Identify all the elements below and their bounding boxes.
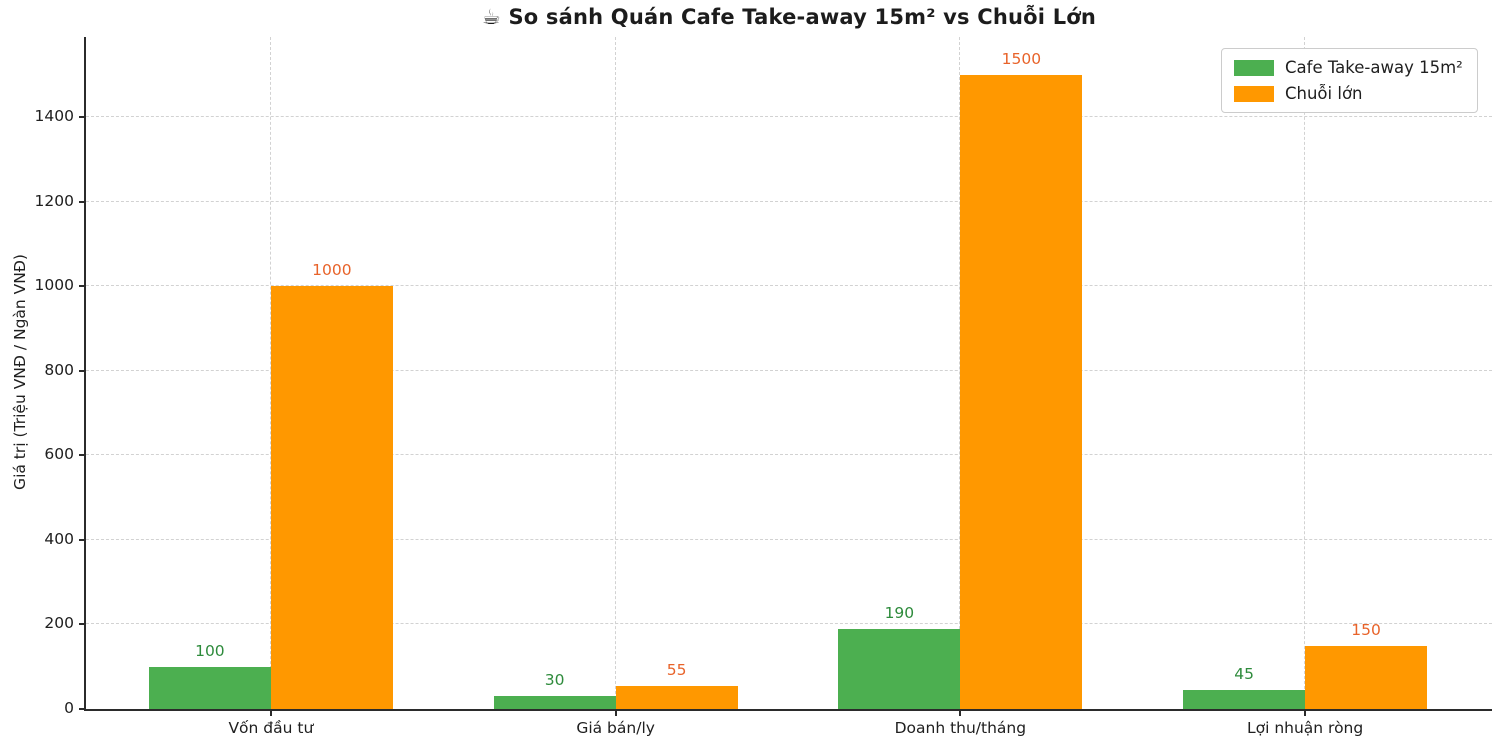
legend-swatch-icon — [1234, 85, 1274, 102]
bar-value-label: 1500 — [1001, 49, 1042, 68]
bar-chain-2 — [960, 74, 1083, 709]
x-tick-label: Doanh thu/tháng — [894, 719, 1027, 737]
bar-value-label: 30 — [544, 671, 565, 690]
y-tick-label: 1000 — [34, 276, 74, 295]
y-tick-label: 1200 — [34, 191, 74, 210]
legend-label: Chuỗi lớn — [1285, 84, 1363, 103]
chart-title: ☕ So sánh Quán Cafe Take-away 15m² vs Ch… — [481, 5, 1097, 29]
x-tick-label: Lợi nhuận ròng — [1246, 719, 1364, 737]
bar-value-label: 1000 — [312, 261, 352, 280]
horizontal-gridline — [86, 115, 1492, 117]
vertical-gridline — [614, 37, 616, 709]
x-tick-label: Giá bán/ly — [576, 719, 655, 737]
y-tick-mark — [79, 454, 84, 457]
bar-value-label: 45 — [1234, 664, 1254, 683]
horizontal-gridline — [86, 200, 1492, 202]
y-tick-mark — [79, 369, 84, 372]
horizontal-gridline — [86, 369, 1492, 371]
x-tick-mark — [959, 711, 962, 716]
y-tick-mark — [79, 285, 84, 288]
vertical-gridline — [269, 37, 271, 709]
vertical-gridline — [1304, 37, 1306, 709]
horizontal-gridline — [86, 454, 1492, 456]
bar-cafe-1 — [493, 696, 616, 709]
bar-value-label: 55 — [666, 660, 687, 679]
bar-chain-3 — [1305, 645, 1428, 709]
y-tick-label: 200 — [44, 614, 74, 633]
y-tick-label: 600 — [44, 445, 74, 464]
y-tick-mark — [79, 115, 84, 118]
bar-value-label: 100 — [195, 641, 225, 660]
bar-cafe-2 — [838, 628, 961, 709]
left-axis-spine — [84, 37, 86, 711]
y-tick-label: 1400 — [34, 106, 74, 125]
legend-label: Cafe Take-away 15m² — [1285, 58, 1463, 77]
y-tick-mark — [79, 200, 84, 203]
x-tick-mark — [1304, 711, 1307, 716]
x-tick-mark — [269, 711, 272, 716]
legend-item: Chuỗi lớn — [1234, 84, 1463, 103]
horizontal-gridline — [86, 623, 1492, 625]
vertical-gridline — [959, 37, 961, 709]
bar-value-label: 190 — [884, 603, 915, 622]
y-tick-mark — [79, 708, 84, 710]
y-tick-label: 800 — [44, 360, 74, 379]
legend: Cafe Take-away 15m² Chuỗi lớn — [1221, 48, 1478, 113]
bottom-axis-spine — [84, 709, 1492, 711]
x-tick-mark — [614, 711, 617, 716]
y-tick-label: 0 — [64, 699, 74, 717]
bar-chain-1 — [615, 685, 738, 709]
y-tick-mark — [79, 623, 84, 626]
y-tick-mark — [79, 538, 84, 541]
x-tick-label: Vốn đầu tư — [228, 719, 314, 737]
y-tick-label: 400 — [44, 529, 74, 548]
bar-chain-0 — [270, 286, 393, 709]
horizontal-gridline — [86, 538, 1492, 540]
bar-value-label: 150 — [1351, 620, 1381, 639]
legend-item: Cafe Take-away 15m² — [1234, 58, 1463, 77]
bar-cafe-0 — [148, 666, 271, 709]
bar-cafe-3 — [1183, 689, 1306, 709]
horizontal-gridline — [86, 285, 1492, 287]
legend-swatch-icon — [1234, 59, 1274, 76]
